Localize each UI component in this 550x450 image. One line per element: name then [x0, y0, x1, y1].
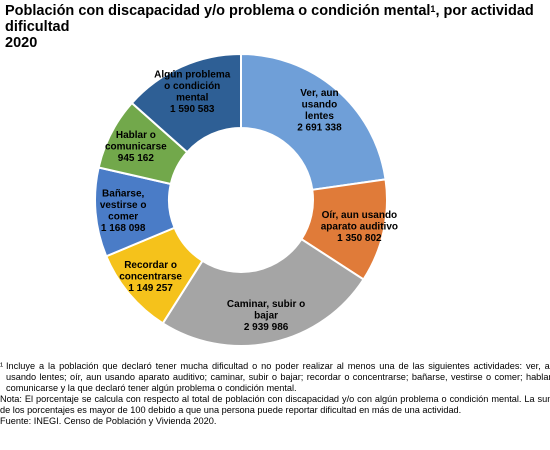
- slice-category-label: o condición: [164, 81, 220, 92]
- source: Fuente: INEGI. Censo de Población y Vivi…: [0, 416, 217, 426]
- slice-category-label: usando: [302, 99, 338, 110]
- slice-category-label: comunicarse: [105, 141, 167, 152]
- chart-notes: ¹ Incluye a la población que declaró ten…: [0, 361, 550, 427]
- donut-slice: [161, 237, 365, 347]
- title-year: 2020: [5, 35, 38, 51]
- slice-label: Hablar o comunicarse 945 162: [105, 130, 167, 164]
- footnote-1-text: Incluye a la población que declaró tener…: [6, 361, 550, 393]
- slice-category-label: aparato auditivo: [321, 222, 398, 233]
- slice-value-label: 1 168 098: [101, 223, 146, 234]
- slice-label: Algún problema o condición mental 1 590 583: [154, 70, 231, 116]
- donut-slice: [240, 52, 387, 191]
- slice-category-label: Ver, aun: [300, 88, 338, 99]
- slice-value-label: 1 149 257: [128, 283, 173, 294]
- slice-category-label: Oír, aun usando: [322, 210, 398, 221]
- slice-category-label: lentes: [305, 111, 334, 122]
- footnote-1: ¹ Incluye a la población que declaró ten…: [0, 361, 550, 394]
- title-line-1: Población con discapacidad y/o problema …: [5, 3, 534, 19]
- slice-label: Bañarse, vestirse o comer 1 168 098: [100, 188, 147, 234]
- slice-category-label: Caminar, subir o: [227, 299, 305, 310]
- slice-label: Caminar, subir o bajar 2 939 986: [227, 299, 305, 333]
- slice-category-label: mental: [176, 93, 208, 104]
- donut-slice: [130, 52, 242, 154]
- slice-label: Oír, aun usando aparato auditivo 1 350 802: [321, 210, 398, 244]
- slice-category-label: Hablar o: [116, 130, 156, 141]
- slice-value-label: 2 691 338: [297, 122, 342, 133]
- slice-label: Ver, aun usando lentes 2 691 338: [297, 88, 342, 134]
- slice-category-label: Bañarse,: [102, 188, 144, 199]
- note-text: Nota: El porcentaje se calcula con respe…: [0, 394, 550, 415]
- chart-title: Población con discapacidad y/o problema …: [5, 3, 545, 51]
- slice-category-label: Recordar o: [124, 260, 177, 271]
- slice-category-label: bajar: [254, 310, 278, 321]
- slice-category-label: Algún problema: [154, 70, 231, 81]
- slice-category-label: concentrarse: [119, 272, 182, 283]
- note: Nota: El porcentaje se calcula con respe…: [0, 394, 550, 416]
- slice-value-label: 2 939 986: [244, 322, 289, 333]
- slice-category-label: comer: [108, 211, 138, 222]
- slice-value-label: 1 350 802: [337, 233, 382, 244]
- title-line-2: dificultad: [5, 19, 70, 35]
- slice-value-label: 1 590 583: [170, 104, 215, 115]
- slice-category-label: vestirse o: [100, 200, 147, 211]
- slice-label: Recordar o concentrarse 1 149 257: [119, 260, 182, 294]
- footnote-1-mark: ¹: [0, 361, 4, 371]
- title-footnote-mark: 1: [430, 4, 436, 14]
- slice-value-label: 945 162: [118, 153, 155, 164]
